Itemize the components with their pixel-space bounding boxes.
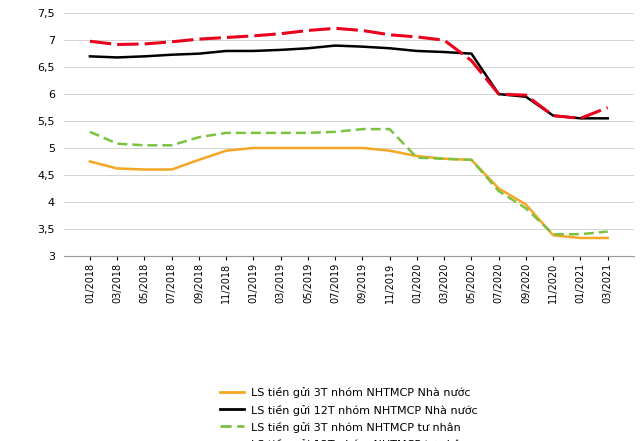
LS tiền gửi 12T nhóm NHTMCP Nhà nước (413, 49, 420, 54)
LS tiền gửi 3T nhóm NHTMCP tư nhân (195, 135, 203, 140)
LS tiền gửi 12T nhóm NHTMCP Nhà nước (304, 45, 312, 51)
Line: LS tiền gửi 12T nhóm NHTMCP tư nhân: LS tiền gửi 12T nhóm NHTMCP tư nhân (90, 28, 608, 118)
LS tiền gửi 3T nhóm NHTMCP Nhà nước (604, 235, 612, 241)
LS tiền gửi 3T nhóm NHTMCP Nhà nước (386, 148, 394, 153)
LS tiền gửi 12T nhóm NHTMCP tư nhân (332, 26, 339, 31)
LS tiền gửi 3T nhóm NHTMCP Nhà nước (549, 233, 557, 238)
LS tiền gửi 12T nhóm NHTMCP tư nhân (86, 39, 93, 44)
LS tiền gửi 12T nhóm NHTMCP Nhà nước (577, 116, 584, 121)
LS tiền gửi 3T nhóm NHTMCP Nhà nước (413, 153, 420, 159)
LS tiền gửi 3T nhóm NHTMCP Nhà nước (332, 146, 339, 151)
LS tiền gửi 3T nhóm NHTMCP Nhà nước (468, 157, 476, 162)
LS tiền gửi 3T nhóm NHTMCP tư nhân (332, 129, 339, 135)
LS tiền gửi 3T nhóm NHTMCP Nhà nước (113, 166, 121, 171)
LS tiền gửi 12T nhóm NHTMCP tư nhân (141, 41, 148, 47)
LS tiền gửi 3T nhóm NHTMCP tư nhân (386, 127, 394, 132)
LS tiền gửi 3T nhóm NHTMCP tư nhân (250, 130, 257, 135)
LS tiền gửi 12T nhóm NHTMCP tư nhân (222, 35, 230, 40)
LS tiền gửi 12T nhóm NHTMCP tư nhân (440, 37, 448, 43)
LS tiền gửi 3T nhóm NHTMCP Nhà nước (304, 146, 312, 151)
LS tiền gửi 12T nhóm NHTMCP tư nhân (413, 34, 420, 40)
LS tiền gửi 12T nhóm NHTMCP Nhà nước (440, 49, 448, 55)
LS tiền gửi 3T nhóm NHTMCP Nhà nước (141, 167, 148, 172)
LS tiền gửi 3T nhóm NHTMCP Nhà nước (86, 159, 93, 164)
LS tiền gửi 3T nhóm NHTMCP tư nhân (468, 157, 476, 162)
LS tiền gửi 12T nhóm NHTMCP Nhà nước (222, 49, 230, 54)
LS tiền gửi 12T nhóm NHTMCP Nhà nước (168, 52, 175, 57)
LS tiền gửi 12T nhóm NHTMCP Nhà nước (250, 49, 257, 54)
LS tiền gửi 12T nhóm NHTMCP Nhà nước (358, 44, 366, 49)
LS tiền gửi 12T nhóm NHTMCP tư nhân (358, 28, 366, 33)
Line: LS tiền gửi 3T nhóm NHTMCP tư nhân: LS tiền gửi 3T nhóm NHTMCP tư nhân (90, 129, 608, 234)
LS tiền gửi 12T nhóm NHTMCP tư nhân (113, 42, 121, 47)
LS tiền gửi 3T nhóm NHTMCP Nhà nước (277, 146, 285, 151)
LS tiền gửi 3T nhóm NHTMCP tư nhân (549, 232, 557, 237)
LS tiền gửi 12T nhóm NHTMCP tư nhân (195, 37, 203, 42)
LS tiền gửi 3T nhóm NHTMCP tư nhân (86, 129, 93, 135)
LS tiền gửi 12T nhóm NHTMCP Nhà nước (113, 55, 121, 60)
LS tiền gửi 3T nhóm NHTMCP Nhà nước (495, 186, 502, 191)
Line: LS tiền gửi 12T nhóm NHTMCP Nhà nước: LS tiền gửi 12T nhóm NHTMCP Nhà nước (90, 45, 608, 118)
LS tiền gửi 3T nhóm NHTMCP tư nhân (277, 130, 285, 135)
LS tiền gửi 12T nhóm NHTMCP Nhà nước (386, 45, 394, 51)
LS tiền gửi 3T nhóm NHTMCP tư nhân (604, 229, 612, 234)
LS tiền gửi 12T nhóm NHTMCP tư nhân (386, 32, 394, 37)
LS tiền gửi 12T nhóm NHTMCP tư nhân (304, 28, 312, 33)
LS tiền gửi 3T nhóm NHTMCP Nhà nước (577, 235, 584, 241)
LS tiền gửi 12T nhóm NHTMCP Nhà nước (86, 54, 93, 59)
LS tiền gửi 3T nhóm NHTMCP Nhà nước (168, 167, 175, 172)
LS tiền gửi 12T nhóm NHTMCP Nhà nước (277, 47, 285, 52)
LS tiền gửi 12T nhóm NHTMCP tư nhân (168, 39, 175, 45)
LS tiền gửi 12T nhóm NHTMCP Nhà nước (468, 51, 476, 56)
LS tiền gửi 3T nhóm NHTMCP tư nhân (522, 206, 530, 211)
LS tiền gửi 3T nhóm NHTMCP tư nhân (440, 156, 448, 161)
LS tiền gửi 12T nhóm NHTMCP Nhà nước (332, 43, 339, 48)
LS tiền gửi 3T nhóm NHTMCP tư nhân (413, 155, 420, 161)
LS tiền gửi 12T nhóm NHTMCP tư nhân (604, 105, 612, 110)
LS tiền gửi 3T nhóm NHTMCP tư nhân (113, 141, 121, 146)
LS tiền gửi 3T nhóm NHTMCP Nhà nước (195, 157, 203, 162)
LS tiền gửi 3T nhóm NHTMCP Nhà nước (440, 156, 448, 161)
LS tiền gửi 3T nhóm NHTMCP Nhà nước (250, 146, 257, 151)
LS tiền gửi 3T nhóm NHTMCP tư nhân (304, 130, 312, 135)
LS tiền gửi 3T nhóm NHTMCP tư nhân (141, 142, 148, 148)
LS tiền gửi 12T nhóm NHTMCP tư nhân (495, 91, 502, 97)
LS tiền gửi 3T nhóm NHTMCP tư nhân (358, 127, 366, 132)
LS tiền gửi 12T nhóm NHTMCP Nhà nước (604, 116, 612, 121)
LS tiền gửi 12T nhóm NHTMCP tư nhân (522, 93, 530, 98)
LS tiền gửi 3T nhóm NHTMCP Nhà nước (358, 146, 366, 151)
LS tiền gửi 12T nhóm NHTMCP tư nhân (468, 58, 476, 64)
LS tiền gửi 12T nhóm NHTMCP Nhà nước (495, 91, 502, 97)
LS tiền gửi 3T nhóm NHTMCP tư nhân (222, 130, 230, 135)
LS tiền gửi 12T nhóm NHTMCP Nhà nước (549, 113, 557, 118)
LS tiền gửi 3T nhóm NHTMCP tư nhân (577, 232, 584, 237)
LS tiền gửi 12T nhóm NHTMCP Nhà nước (195, 51, 203, 56)
Line: LS tiền gửi 3T nhóm NHTMCP Nhà nước: LS tiền gửi 3T nhóm NHTMCP Nhà nước (90, 148, 608, 238)
LS tiền gửi 12T nhóm NHTMCP Nhà nước (141, 54, 148, 59)
LS tiền gửi 3T nhóm NHTMCP tư nhân (495, 188, 502, 194)
LS tiền gửi 12T nhóm NHTMCP Nhà nước (522, 94, 530, 99)
LS tiền gửi 12T nhóm NHTMCP tư nhân (277, 31, 285, 36)
LS tiền gửi 12T nhóm NHTMCP tư nhân (549, 113, 557, 118)
LS tiền gửi 12T nhóm NHTMCP tư nhân (250, 33, 257, 38)
LS tiền gửi 12T nhóm NHTMCP tư nhân (577, 116, 584, 121)
LS tiền gửi 3T nhóm NHTMCP Nhà nước (522, 202, 530, 207)
LS tiền gửi 3T nhóm NHTMCP Nhà nước (222, 148, 230, 153)
LS tiền gửi 3T nhóm NHTMCP tư nhân (168, 142, 175, 148)
Legend: LS tiền gửi 3T nhóm NHTMCP Nhà nước, LS tiền gửi 12T nhóm NHTMCP Nhà nước, LS ti: LS tiền gửi 3T nhóm NHTMCP Nhà nước, LS … (220, 388, 477, 441)
